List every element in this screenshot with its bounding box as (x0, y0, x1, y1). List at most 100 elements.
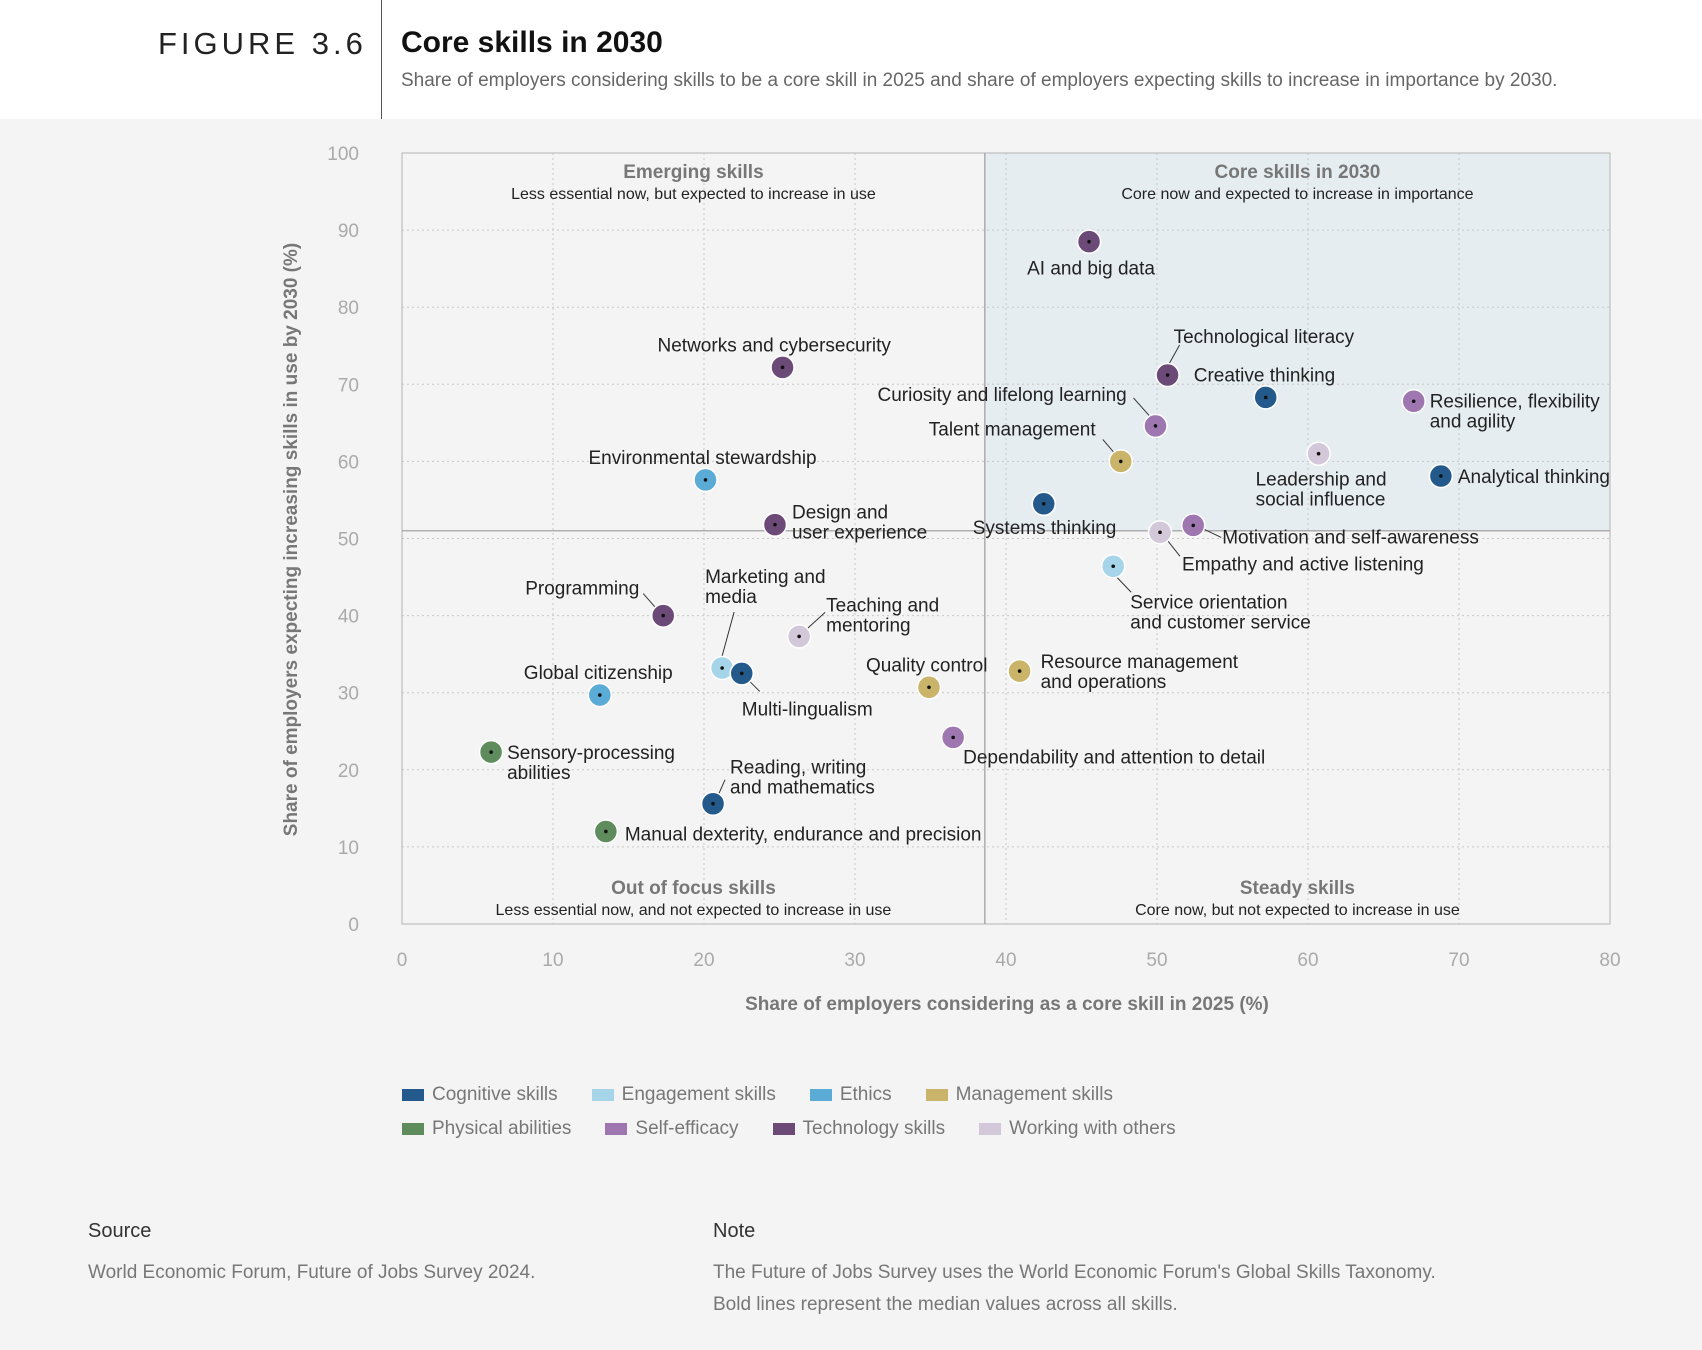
legend-swatch (979, 1123, 1002, 1135)
figure-label: FIGURE 3.6 (158, 26, 367, 61)
legend-item-working-with-others: Working with others (979, 1118, 1176, 1140)
quadrant-desc-out-of-focus: Less essential now, and not expected to … (496, 902, 892, 919)
point-center-multi-lingualism (739, 671, 744, 676)
legend-label: Ethics (839, 1084, 892, 1105)
legend: Cognitive skills Engagement skills Ethic… (402, 1078, 1302, 1146)
note-text: The Future of Jobs Survey uses the World… (713, 1257, 1436, 1321)
point-center-dependability-and-attention-to-detail (951, 735, 955, 740)
point-label-quality-control: Quality control (866, 655, 987, 676)
legend-row-2: Physical abilities Self-efficacy Technol… (402, 1112, 1302, 1146)
legend-label: Physical abilities (432, 1118, 572, 1139)
point-center-design-and-user-experience (773, 522, 777, 527)
point-label-multi-lingualism: Multi-lingualism (742, 699, 873, 720)
point-label-motivation-and-self-awareness: Motivation and self-awareness (1222, 527, 1479, 548)
x-tick-label: 60 (1297, 950, 1318, 971)
note-line-2: Bold lines represent the median values a… (713, 1294, 1178, 1315)
x-tick-label: 10 (542, 950, 563, 971)
point-center-analytical-thinking (1439, 474, 1443, 478)
point-label-ai-and-big-data: AI and big data (1027, 259, 1155, 280)
point-center-global-citizenship (598, 693, 602, 697)
point-label-systems-thinking: Systems thinking (973, 518, 1117, 539)
plot-frame (401, 152, 1611, 925)
x-tick-label: 0 (397, 950, 408, 971)
x-tick-label: 30 (844, 950, 865, 971)
y-tick-label: 0 (348, 915, 359, 936)
quadrant-desc-core: Core now and expected to increase in imp… (1121, 186, 1473, 203)
y-axis-title: Share of employers expecting increasing … (281, 243, 302, 836)
source-text: World Economic Forum, Future of Jobs Sur… (88, 1262, 536, 1283)
leader-line-marketing-and-media (721, 611, 735, 657)
leader-line-talent-management (1102, 439, 1116, 454)
x-tick-label: 40 (995, 950, 1016, 971)
point-center-resilience-flexibility-and-agility (1411, 399, 1416, 404)
x-tick-label: 70 (1448, 950, 1469, 971)
chart-title: Core skills in 2030 (401, 26, 663, 59)
legend-row-1: Cognitive skills Engagement skills Ethic… (402, 1078, 1302, 1112)
point-center-manual-dexterity-endurance-and-precision (604, 829, 608, 834)
legend-swatch (925, 1089, 948, 1101)
y-tick-label: 70 (338, 375, 359, 396)
point-label-global-citizenship: Global citizenship (524, 663, 673, 684)
x-axis-title: Share of employers considering as a core… (745, 994, 1269, 1015)
x-tick-label: 50 (1146, 950, 1167, 971)
point-label-leadership-and-social-influence: Leadership and social influence (1256, 470, 1387, 511)
point-label-marketing-and-media: Marketing and media (705, 567, 825, 608)
legend-label: Self-efficacy (635, 1118, 739, 1139)
legend-swatch (402, 1089, 424, 1101)
legend-label: Cognitive skills (432, 1084, 558, 1105)
chart-subtitle: Share of employers considering skills to… (401, 70, 1558, 91)
point-label-dependability-and-attention-to-detail: Dependability and attention to detail (963, 747, 1265, 768)
y-tick-label: 80 (338, 298, 359, 319)
point-label-analytical-thinking: Analytical thinking (1458, 467, 1610, 488)
point-label-manual-dexterity-endurance-and-precision: Manual dexterity, endurance and precisio… (625, 824, 982, 845)
point-center-ai-and-big-data (1087, 239, 1091, 244)
point-center-teaching-and-mentoring (797, 634, 801, 639)
legend-swatch (402, 1123, 424, 1135)
point-center-programming (661, 613, 666, 618)
quadrant-title-emerging: Emerging skills (623, 162, 763, 183)
point-center-talent-management (1118, 459, 1123, 464)
legend-swatch (591, 1089, 614, 1101)
point-label-sensory-processing-abilities: Sensory-processing abilities (507, 743, 675, 784)
point-center-reading-writing-and-mathematics (711, 801, 715, 806)
legend-item-physical: Physical abilities (402, 1118, 571, 1140)
point-label-technological-literacy: Technological literacy (1174, 327, 1355, 348)
point-label-environmental-stewardship: Environmental stewardship (589, 448, 817, 469)
legend-label: Management skills (955, 1084, 1113, 1105)
point-center-marketing-and-media (720, 666, 724, 670)
core-quadrant-shade (984, 153, 1610, 531)
point-label-resilience-flexibility-and-agility: Resilience, flexibility and agility (1430, 391, 1601, 432)
point-label-programming: Programming (525, 579, 639, 600)
y-tick-label: 100 (327, 144, 359, 165)
quadrant-title-out-of-focus: Out of focus skills (611, 878, 776, 899)
x-tick-label: 20 (693, 950, 714, 971)
legend-swatch (605, 1123, 628, 1135)
legend-label: Engagement skills (621, 1084, 776, 1105)
point-label-resource-management-and-operations: Resource management and operations (1041, 652, 1239, 693)
y-tick-label: 40 (338, 607, 359, 628)
note-line-1: The Future of Jobs Survey uses the World… (713, 1262, 1436, 1283)
point-center-curiosity-and-lifelong-learning (1153, 424, 1158, 428)
quadrant-title-steady: Steady skills (1240, 878, 1355, 899)
legend-item-self-efficacy: Self-efficacy (605, 1118, 739, 1140)
figure-header: FIGURE 3.6 Core skills in 2030 Share of … (0, 0, 1702, 119)
legend-item-technology: Technology skills (772, 1118, 945, 1140)
point-center-empathy-and-active-listening (1158, 530, 1162, 535)
source-heading: Source (88, 1220, 152, 1242)
point-center-environmental-stewardship (703, 478, 708, 482)
point-center-technological-literacy (1165, 373, 1170, 377)
leader-line-curiosity-and-lifelong-learning (1133, 397, 1150, 417)
point-label-empathy-and-active-listening: Empathy and active listening (1182, 554, 1424, 575)
header-divider (381, 0, 382, 119)
point-label-design-and-user-experience: Design and user experience (792, 503, 927, 544)
point-center-quality-control (927, 685, 931, 690)
scatter-chart: 0 10 20 30 40 50 60 70 80 0 10 20 30 40 50 60 70 80 90 100 S… (281, 144, 1621, 1015)
y-tick-label: 10 (338, 838, 359, 859)
point-label-talent-management: Talent management (929, 419, 1097, 440)
quadrant-title-core: Core skills in 2030 (1215, 162, 1381, 183)
point-label-service-orientation-and-customer-service: Service orientation and customer service (1130, 592, 1311, 633)
point-label-reading-writing-and-mathematics: Reading, writing and mathematics (730, 758, 875, 799)
legend-item-engagement: Engagement skills (591, 1084, 776, 1106)
point-center-resource-management-and-operations (1017, 669, 1022, 673)
point-center-sensory-processing-abilities (489, 750, 493, 754)
